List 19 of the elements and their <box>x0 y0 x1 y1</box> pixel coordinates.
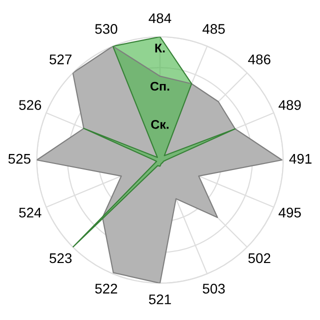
spoke-label: 485 <box>202 24 225 34</box>
text: К. <box>155 44 165 52</box>
spoke-label: 523 <box>50 253 72 264</box>
text: Сп. <box>150 82 170 91</box>
spoke-label: 522 <box>95 284 118 294</box>
spoke-label: 503 <box>202 284 225 294</box>
spoke-label: 484 <box>148 13 172 24</box>
spoke-label: 491 <box>289 154 312 164</box>
spoke-label: 525 <box>8 154 30 164</box>
spoke-label: 524 <box>19 208 42 218</box>
spoke-label: 527 <box>50 54 72 64</box>
spoke-label: 489 <box>278 100 301 110</box>
spoke-label: 502 <box>248 253 270 264</box>
text: Ск. <box>151 120 169 129</box>
spoke-label: 495 <box>278 208 301 218</box>
spoke-label: 530 <box>95 24 118 34</box>
spoke-label: 526 <box>19 100 42 110</box>
spoke-label: 521 <box>148 294 171 304</box>
spoke-label: 486 <box>248 54 270 64</box>
